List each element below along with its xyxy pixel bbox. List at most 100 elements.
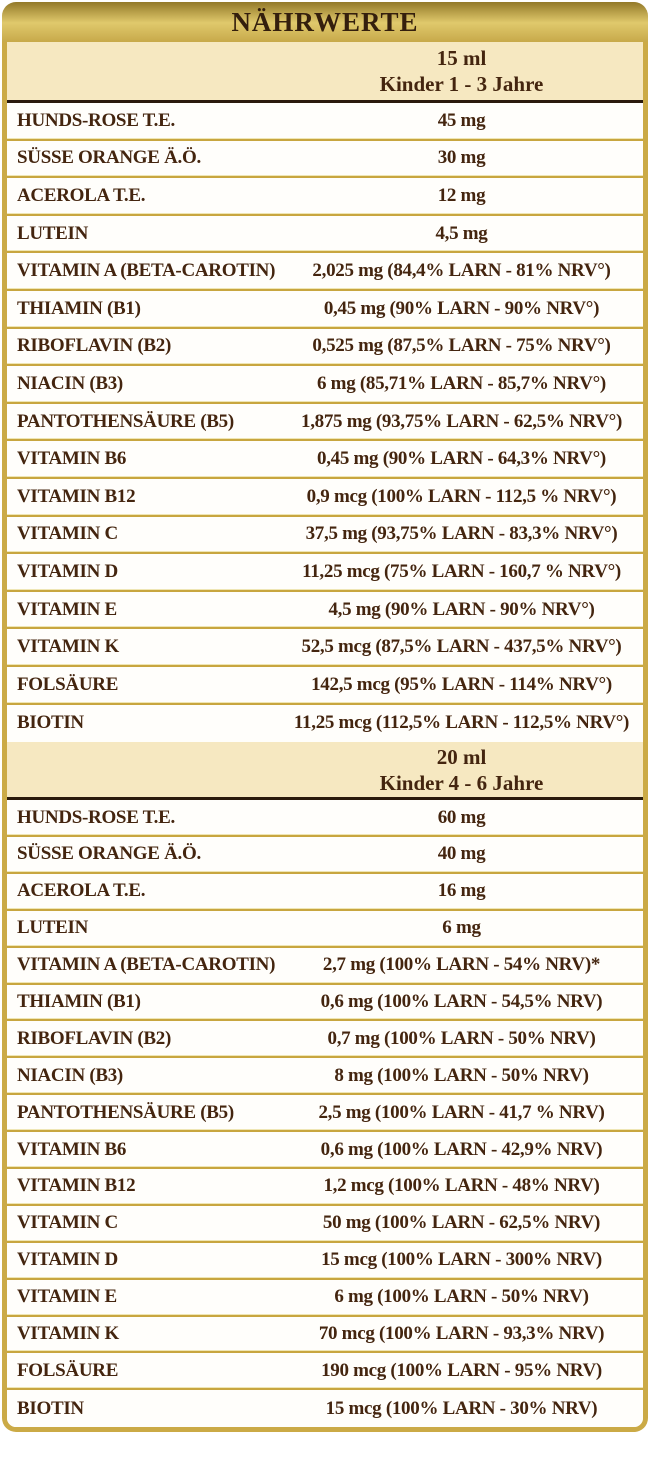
table-row: LUTEIN 4,5 mg bbox=[7, 215, 643, 254]
row-value: 4,5 mg bbox=[435, 222, 488, 244]
title-band: NÄHRWERTE bbox=[2, 2, 648, 42]
row-label: VITAMIN K bbox=[17, 636, 119, 658]
table-row: VITAMIN E 4,5 mg (90% LARN - 90% NRV°) bbox=[7, 591, 643, 630]
row-label: VITAMIN D bbox=[17, 1249, 118, 1271]
row-value: 8 mg (100% LARN - 50% NRV) bbox=[334, 1064, 589, 1086]
table-row: NIACIN (B3) 6 mg (85,71% LARN - 85,7% NR… bbox=[7, 366, 643, 404]
nutrition-section: 20 ml Kinder 4 - 6 Jahre HUNDS-ROSE T.E.… bbox=[7, 742, 643, 1428]
row-value: 52,5 mcg (87,5% LARN - 437,5% NRV°) bbox=[301, 636, 622, 658]
row-value: 6 mg (85,71% LARN - 85,7% NRV°) bbox=[317, 372, 606, 394]
row-label: VITAMIN B12 bbox=[17, 485, 136, 507]
row-label: VITAMIN A (BETA-CAROTIN) bbox=[17, 260, 276, 282]
row-value: 0,7 mg (100% LARN - 50% NRV) bbox=[327, 1027, 596, 1049]
table-row: VITAMIN A (BETA-CAROTIN) 2,025 mg (84,4%… bbox=[7, 253, 643, 291]
row-label: PANTOTHENSÄURE (B5) bbox=[17, 410, 234, 432]
table-row: RIBOFLAVIN (B2) 0,525 mg (87,5% LARN - 7… bbox=[7, 328, 643, 367]
row-label: ACEROLA T.E. bbox=[17, 184, 146, 206]
table-row: ACEROLA T.E. 16 mg bbox=[7, 873, 643, 911]
row-value: 12 mg bbox=[437, 184, 486, 206]
section-header-text: 20 ml Kinder 4 - 6 Jahre bbox=[280, 742, 643, 797]
row-label: SÜSSE ORANGE Ä.Ö. bbox=[17, 843, 201, 865]
row-value: 37,5 mg (93,75% LARN - 83,3% NRV°) bbox=[305, 523, 618, 545]
section-header: 20 ml Kinder 4 - 6 Jahre bbox=[7, 742, 643, 801]
row-value: 70 mcg (100% LARN - 93,3% NRV) bbox=[318, 1323, 605, 1344]
table-row: VITAMIN D 11,25 mcg (75% LARN - 160,7 % … bbox=[7, 554, 643, 592]
row-value: 45 mg bbox=[437, 109, 486, 131]
row-label: VITAMIN K bbox=[17, 1323, 119, 1344]
row-value: 6 mg (100% LARN - 50% NRV) bbox=[334, 1286, 589, 1308]
table-row: VITAMIN B6 0,45 mg (90% LARN - 64,3% NRV… bbox=[7, 441, 643, 479]
row-label: VITAMIN C bbox=[17, 1212, 118, 1234]
table-row: LUTEIN 6 mg bbox=[7, 910, 643, 948]
table-row: VITAMIN K 70 mcg (100% LARN - 93,3% NRV) bbox=[7, 1316, 643, 1354]
row-label: SÜSSE ORANGE Ä.Ö. bbox=[17, 147, 201, 169]
page-title: NÄHRWERTE bbox=[231, 6, 419, 37]
row-label: VITAMIN A (BETA-CAROTIN) bbox=[17, 954, 276, 976]
nutrition-table: 15 ml Kinder 1 - 3 Jahre HUNDS-ROSE T.E.… bbox=[2, 42, 648, 1433]
row-value: 16 mg bbox=[437, 880, 486, 902]
row-label: HUNDS-ROSE T.E. bbox=[17, 806, 175, 828]
table-row: VITAMIN D 15 mcg (100% LARN - 300% NRV) bbox=[7, 1242, 643, 1280]
row-value: 190 mcg (100% LARN - 95% NRV) bbox=[321, 1359, 602, 1381]
row-label: PANTOTHENSÄURE (B5) bbox=[17, 1101, 234, 1123]
table-row: FOLSÄURE 142,5 mcg (95% LARN - 114% NRV°… bbox=[7, 666, 643, 705]
table-row: PANTOTHENSÄURE (B5) 2,5 mg (100% LARN - … bbox=[7, 1095, 643, 1133]
section-rows: HUNDS-ROSE T.E. 45 mg SÜSSE ORANGE Ä.Ö. … bbox=[7, 103, 643, 743]
row-label: NIACIN (B3) bbox=[17, 372, 123, 394]
row-value: 50 mg (100% LARN - 62,5% NRV) bbox=[322, 1212, 601, 1234]
section-header: 15 ml Kinder 1 - 3 Jahre bbox=[7, 42, 643, 103]
table-row: THIAMIN (B1) 0,45 mg (90% LARN - 90% NRV… bbox=[7, 290, 643, 329]
table-row: VITAMIN B12 0,9 mcg (100% LARN - 112,5 %… bbox=[7, 478, 643, 517]
row-value: 30 mg bbox=[437, 147, 486, 169]
row-label: THIAMIN (B1) bbox=[17, 990, 141, 1012]
table-row: VITAMIN K 52,5 mcg (87,5% LARN - 437,5% … bbox=[7, 629, 643, 667]
section-header-spacer bbox=[7, 42, 280, 100]
row-label: BIOTIN bbox=[17, 712, 84, 734]
table-row: SÜSSE ORANGE Ä.Ö. 30 mg bbox=[7, 140, 643, 179]
table-row: SÜSSE ORANGE Ä.Ö. 40 mg bbox=[7, 836, 643, 874]
row-label: LUTEIN bbox=[17, 222, 89, 244]
table-row: ACEROLA T.E. 12 mg bbox=[7, 178, 643, 216]
row-label: RIBOFLAVIN (B2) bbox=[17, 335, 172, 357]
table-row: FOLSÄURE 190 mcg (100% LARN - 95% NRV) bbox=[7, 1353, 643, 1391]
row-label: RIBOFLAVIN (B2) bbox=[17, 1027, 172, 1049]
row-label: VITAMIN E bbox=[17, 1286, 117, 1308]
row-label: VITAMIN B6 bbox=[17, 448, 127, 470]
table-row: VITAMIN E 6 mg (100% LARN - 50% NRV) bbox=[7, 1279, 643, 1317]
row-value: 4,5 mg (90% LARN - 90% NRV°) bbox=[328, 598, 595, 620]
section-audience: Kinder 4 - 6 Jahre bbox=[379, 770, 544, 795]
table-row: NIACIN (B3) 8 mg (100% LARN - 50% NRV) bbox=[7, 1058, 643, 1096]
row-value: 15 mcg (100% LARN - 300% NRV) bbox=[321, 1249, 602, 1271]
row-value: 142,5 mcg (95% LARN - 114% NRV°) bbox=[311, 673, 612, 695]
row-label: BIOTIN bbox=[17, 1397, 84, 1419]
row-value: 0,9 mcg (100% LARN - 112,5 % NRV°) bbox=[306, 485, 617, 507]
row-value: 2,025 mg (84,4% LARN - 81% NRV°) bbox=[312, 260, 611, 282]
nutrition-section: 15 ml Kinder 1 - 3 Jahre HUNDS-ROSE T.E.… bbox=[7, 42, 643, 743]
row-label: VITAMIN D bbox=[17, 560, 118, 582]
row-label: VITAMIN C bbox=[17, 523, 118, 545]
row-label: FOLSÄURE bbox=[17, 673, 119, 695]
table-row: BIOTIN 11,25 mcg (112,5% LARN - 112,5% N… bbox=[7, 704, 643, 743]
row-value: 1,2 mcg (100% LARN - 48% NRV) bbox=[323, 1175, 600, 1197]
section-rows: HUNDS-ROSE T.E. 60 mg SÜSSE ORANGE Ä.Ö. … bbox=[7, 800, 643, 1428]
row-value: 11,25 mcg (75% LARN - 160,7 % NRV°) bbox=[302, 560, 621, 582]
row-label: VITAMIN B6 bbox=[17, 1138, 127, 1160]
row-label: VITAMIN E bbox=[17, 598, 117, 620]
table-row: HUNDS-ROSE T.E. 45 mg bbox=[7, 103, 643, 141]
table-row: VITAMIN B12 1,2 mcg (100% LARN - 48% NRV… bbox=[7, 1169, 643, 1206]
row-value: 0,6 mg (100% LARN - 42,9% NRV) bbox=[320, 1138, 603, 1160]
table-row: HUNDS-ROSE T.E. 60 mg bbox=[7, 800, 643, 837]
row-value: 1,875 mg (93,75% LARN - 62,5% NRV°) bbox=[301, 410, 622, 432]
row-label: HUNDS-ROSE T.E. bbox=[17, 109, 175, 131]
table-row: THIAMIN (B1) 0,6 mg (100% LARN - 54,5% N… bbox=[7, 984, 643, 1022]
row-label: THIAMIN (B1) bbox=[17, 297, 141, 319]
table-row: PANTOTHENSÄURE (B5) 1,875 mg (93,75% LAR… bbox=[7, 403, 643, 442]
row-value: 15 mcg (100% LARN - 30% NRV) bbox=[325, 1397, 598, 1419]
table-row: BIOTIN 15 mcg (100% LARN - 30% NRV) bbox=[7, 1390, 643, 1428]
section-audience: Kinder 1 - 3 Jahre bbox=[379, 72, 544, 96]
table-row: RIBOFLAVIN (B2) 0,7 mg (100% LARN - 50% … bbox=[7, 1021, 643, 1059]
row-value: 6 mg bbox=[442, 917, 481, 939]
row-value: 40 mg bbox=[437, 843, 486, 865]
row-label: ACEROLA T.E. bbox=[17, 880, 146, 902]
table-row: VITAMIN B6 0,6 mg (100% LARN - 42,9% NRV… bbox=[7, 1132, 643, 1169]
